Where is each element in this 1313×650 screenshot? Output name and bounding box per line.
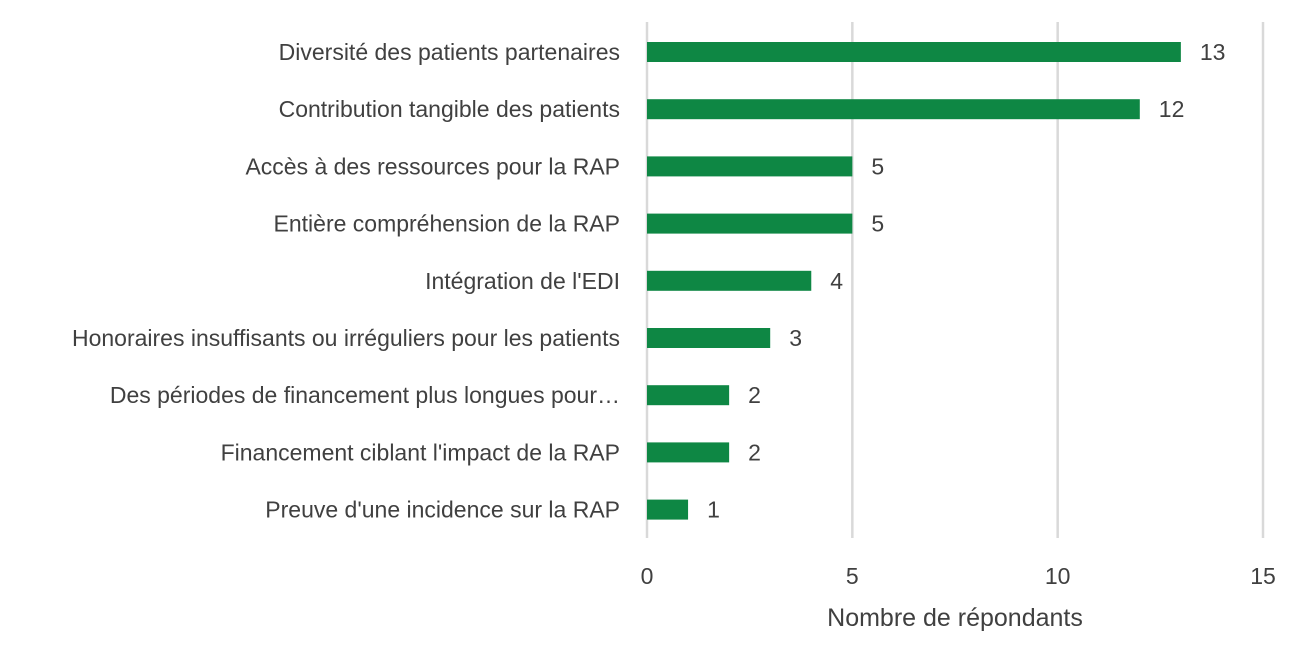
data-labels: 13 12 5 5 4 3 2 2 1	[707, 39, 1225, 523]
category-labels: Diversité des patients partenaires Contri…	[72, 39, 620, 523]
category-label: Contribution tangible des patients	[279, 96, 620, 122]
data-label: 3	[789, 325, 802, 351]
bar	[647, 328, 771, 348]
category-label: Preuve d'une incidence sur la RAP	[265, 497, 620, 523]
category-label: Financement ciblant l'impact de la RAP	[221, 439, 620, 465]
bar	[647, 442, 730, 463]
category-label: Intégration de l'EDI	[425, 268, 620, 294]
data-label: 13	[1200, 39, 1226, 65]
category-label: Honoraires insuffisants ou irréguliers p…	[72, 325, 620, 351]
x-axis-title: Nombre de répondants	[827, 604, 1083, 632]
data-label: 1	[707, 497, 720, 523]
bar	[647, 42, 1181, 62]
data-label: 5	[871, 211, 884, 237]
bar	[647, 156, 853, 177]
bar	[647, 99, 1140, 120]
bar	[647, 270, 812, 291]
x-tick-label: 15	[1250, 563, 1276, 589]
bar	[647, 499, 689, 520]
data-label: 5	[871, 153, 884, 179]
data-label: 4	[830, 268, 843, 294]
x-tick-label: 10	[1045, 563, 1071, 589]
data-label: 12	[1159, 96, 1185, 122]
x-tick-label: 5	[846, 563, 859, 589]
category-label: Des périodes de financement plus longues…	[110, 382, 620, 408]
bar	[647, 213, 853, 234]
x-tick-label: 0	[641, 563, 654, 589]
bars	[647, 42, 1181, 520]
bar	[647, 385, 730, 406]
data-label: 2	[748, 382, 761, 408]
category-label: Entière compréhension de la RAP	[274, 211, 620, 237]
category-label: Accès à des ressources pour la RAP	[245, 153, 620, 179]
category-label: Diversité des patients partenaires	[279, 39, 620, 65]
data-label: 2	[748, 439, 761, 465]
x-axis-ticks: 0 5 10 15	[641, 563, 1276, 589]
